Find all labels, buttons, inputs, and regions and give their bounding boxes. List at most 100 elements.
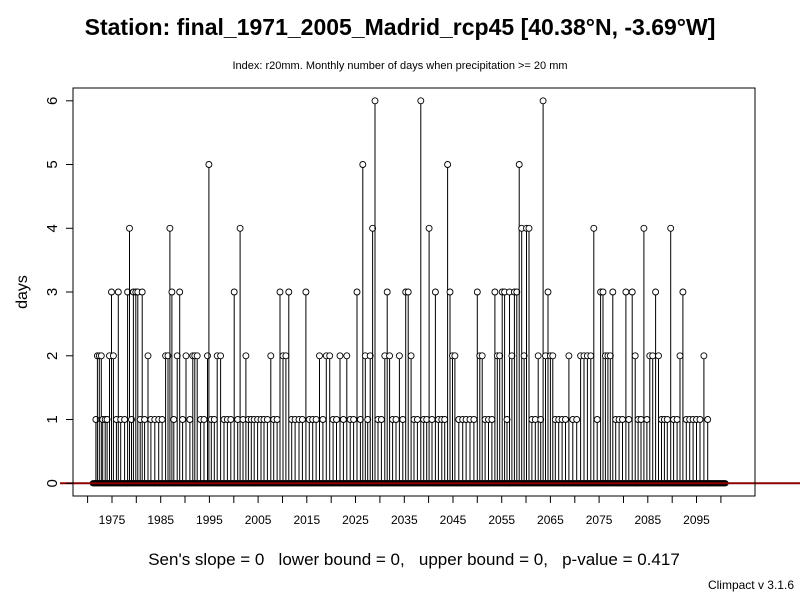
data-point (316, 352, 323, 360)
data-point (655, 352, 662, 360)
data-point (625, 416, 633, 423)
data-point (170, 416, 178, 423)
data-point (200, 416, 208, 423)
data-point (205, 161, 213, 168)
data-point (236, 224, 244, 232)
data-point (336, 352, 344, 360)
data-point (696, 416, 704, 423)
data-point (407, 352, 415, 360)
data-point (491, 288, 499, 296)
data-point (488, 416, 496, 423)
version-label: Climpact v 3.1.6 (707, 578, 794, 592)
x-tick-label: 1995 (196, 513, 223, 527)
data-point (537, 416, 545, 423)
data-point (628, 288, 636, 296)
y-tick-label: 2 (44, 352, 61, 360)
data-point (182, 352, 190, 360)
data-point (593, 416, 601, 423)
x-tick-label: 2005 (245, 513, 272, 527)
data-point (383, 288, 391, 296)
x-tick-label: 2025 (342, 513, 369, 527)
data-point (242, 352, 250, 360)
data-point (441, 416, 449, 423)
data-point (267, 352, 275, 360)
data-point (413, 416, 421, 423)
x-tick-label: 2015 (293, 513, 320, 527)
y-tick-label: 6 (44, 97, 61, 105)
data-point (339, 416, 347, 423)
data-point (520, 352, 528, 360)
x-tick-label: 1975 (99, 513, 126, 527)
data-point (386, 352, 394, 360)
data-point (652, 288, 660, 296)
chart-title: Station: final_1971_2005_Madrid_rcp45 [4… (84, 14, 716, 40)
data-point (371, 97, 379, 105)
data-point (126, 224, 133, 232)
data-point (643, 416, 651, 423)
data-point (204, 352, 211, 360)
data-point (451, 352, 459, 360)
data-point (587, 352, 595, 360)
y-tick-label: 5 (44, 160, 61, 168)
data-point (97, 352, 105, 360)
data-point (470, 416, 478, 423)
data-point (573, 416, 581, 423)
data-point (298, 416, 306, 423)
data-point (366, 352, 374, 360)
data-point (649, 352, 657, 360)
data-point (166, 224, 174, 232)
x-axis: 1975 1985 1995 2005 2015 2025 2035 2045 2055 2065… (87, 496, 722, 527)
y-tick-label: 3 (44, 288, 61, 296)
data-point (392, 416, 400, 423)
data-point (333, 416, 340, 423)
data-point (230, 288, 238, 296)
data-point (186, 416, 194, 423)
data-point (679, 288, 687, 296)
data-point (108, 288, 115, 296)
y-tick-label: 0 (44, 479, 61, 487)
data-point (114, 288, 122, 296)
x-tick-label: 2045 (440, 513, 467, 527)
data-point (356, 416, 364, 423)
data-point (282, 352, 290, 360)
x-tick-label: 2055 (488, 513, 515, 527)
data-point (217, 352, 225, 360)
x-tick-label: 2075 (586, 513, 613, 527)
data-point (158, 416, 166, 423)
data-point (138, 288, 146, 296)
data-point (673, 416, 681, 423)
y-tick-label: 4 (44, 224, 61, 232)
data-point (640, 224, 648, 232)
x-tick-label: 2065 (537, 513, 564, 527)
data-point (302, 288, 310, 296)
data-point (144, 352, 152, 360)
data-point (513, 288, 521, 296)
data-point (141, 416, 149, 423)
data-point (473, 288, 481, 296)
data-point (395, 352, 403, 360)
data-point (700, 352, 708, 360)
data-point (343, 352, 351, 360)
data-point (417, 97, 425, 105)
data-point (515, 161, 523, 168)
data-point (369, 224, 377, 232)
data-point (179, 416, 187, 423)
x-tick-label: 2035 (391, 513, 418, 527)
x-tick-label: 2085 (634, 513, 661, 527)
data-point (704, 416, 712, 423)
data-point (667, 224, 675, 232)
chart-subtitle: Index: r20mm. Monthly number of days whe… (232, 60, 568, 72)
plot-layer (60, 97, 800, 487)
y-axis-title: days (14, 275, 31, 309)
data-point (525, 224, 533, 232)
data-point (210, 416, 218, 423)
data-point (534, 352, 542, 360)
data-point (619, 416, 626, 423)
data-point (193, 352, 201, 360)
data-point (353, 288, 361, 296)
data-point (399, 416, 407, 423)
data-point (637, 416, 645, 423)
data-point (425, 224, 433, 232)
x-tick-label: 2095 (683, 513, 710, 527)
